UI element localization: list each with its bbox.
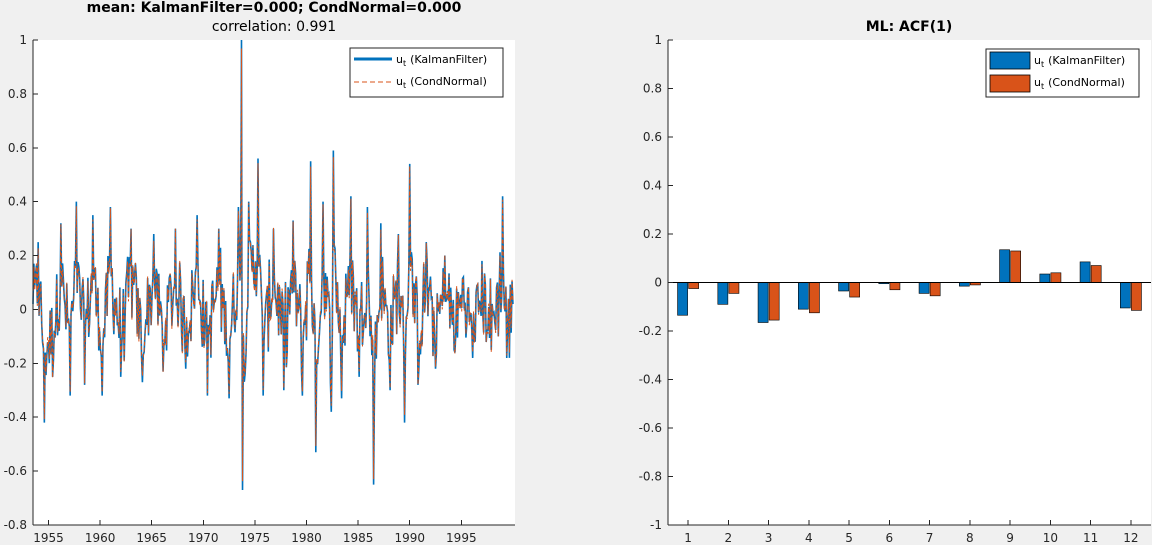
bar-condnormal-lag-6 <box>889 282 901 291</box>
right-x-tick-label: 10 <box>1043 531 1058 545</box>
left-y-tick-label: 0.6 <box>8 141 27 155</box>
right-x-tick-label: 7 <box>926 531 934 545</box>
left-y-tick-label: -0.4 <box>4 410 27 424</box>
right-x-tick-label: 9 <box>1006 531 1014 545</box>
right-y-tick-label: 0.6 <box>643 130 662 144</box>
right-x-tick-label: 8 <box>966 531 974 545</box>
right-legend-condnormal-label: ut (CondNormal) <box>1034 76 1125 91</box>
bar-kalmanfilter-lag-7 <box>918 282 930 294</box>
series-line-condnormal <box>32 48 514 482</box>
left-chart: mean: KalmanFilter=0.000; CondNormal=0.0… <box>4 0 515 545</box>
bar-condnormal-lag-11 <box>1090 265 1102 283</box>
bar-kalmanfilter-lag-3 <box>757 282 769 323</box>
right-x-tick-label: 2 <box>725 531 733 545</box>
left-series-group <box>32 39 514 490</box>
left-y-tick-label: 0.4 <box>8 195 27 209</box>
right-y-tick-label: 0.4 <box>643 179 662 193</box>
right-y-tick-label: 0.8 <box>643 82 662 96</box>
right-bars-group <box>668 249 1151 323</box>
left-y-tick-label: 1 <box>19 33 27 47</box>
bar-condnormal-lag-3 <box>768 282 780 321</box>
right-chart-title: ML: ACF(1) <box>866 19 953 35</box>
bar-kalmanfilter-lag-12 <box>1120 282 1131 309</box>
bar-kalmanfilter-lag-1 <box>677 282 688 316</box>
right-y-tick-label: -0.4 <box>639 373 662 387</box>
left-y-tick-label: 0 <box>19 302 27 316</box>
right-y-tick-label: -1 <box>650 518 662 532</box>
right-y-tick-label: -0.2 <box>639 324 662 338</box>
bar-condnormal-lag-12 <box>1131 282 1142 311</box>
left-axes: 1955 1960 1965 1970 1975 1980 1985 1990 1995 -0.8… <box>4 33 515 545</box>
left-y-tick-label: 0.8 <box>8 87 27 101</box>
right-x-tick-label: 1 <box>684 531 692 545</box>
left-x-tick-label: 1955 <box>33 531 64 545</box>
right-axes: 1 2 3 4 5 6 7 8 9 10 11 12-1-0.8-0.6-0.4-0.200.20.4… <box>639 33 1151 545</box>
right-y-tick-label: -0.8 <box>639 470 662 484</box>
right-chart: ML: ACF(1) 1 2 3 4 5 6 7 8 9 10 11 12-1-0.8-0.6-0.4… <box>639 19 1151 545</box>
left-x-tick-label: 1960 <box>85 531 116 545</box>
left-y-tick-label: -0.2 <box>4 356 27 370</box>
right-y-tick-label: -0.6 <box>639 421 662 435</box>
bar-kalmanfilter-lag-9 <box>999 249 1010 283</box>
bar-kalmanfilter-lag-2 <box>717 282 729 305</box>
bar-kalmanfilter-lag-11 <box>1079 261 1091 283</box>
bar-condnormal-lag-9 <box>1010 250 1021 283</box>
left-chart-title: mean: KalmanFilter=0.000; CondNormal=0.0… <box>87 0 462 16</box>
left-x-tick-label: 1965 <box>136 531 167 545</box>
bar-condnormal-lag-10 <box>1050 272 1062 283</box>
bar-kalmanfilter-lag-4 <box>798 282 809 310</box>
bar-condnormal-lag-1 <box>688 282 699 289</box>
left-y-tick-label: -0.6 <box>4 464 27 478</box>
left-chart-subtitle: correlation: 0.991 <box>212 19 336 35</box>
bar-condnormal-lag-7 <box>929 282 941 297</box>
bar-condnormal-lag-4 <box>809 282 820 314</box>
left-x-tick-label: 1970 <box>188 531 219 545</box>
right-legend-kalman-label: ut (KalmanFilter) <box>1034 54 1125 69</box>
left-y-tick-label: -0.8 <box>4 518 27 532</box>
right-x-tick-label: 5 <box>845 531 853 545</box>
left-legend-kalman-label: ut (KalmanFilter) <box>396 53 487 68</box>
left-legend: ut (KalmanFilter) ut (CondNormal) <box>349 47 504 98</box>
left-x-tick-label: 1985 <box>343 531 374 545</box>
right-x-tick-label: 3 <box>765 531 773 545</box>
right-y-tick-label: 0 <box>654 276 662 290</box>
bar-condnormal-lag-2 <box>728 282 740 294</box>
right-x-tick-label: 11 <box>1083 531 1098 545</box>
bar-kalmanfilter-lag-10 <box>1039 273 1051 283</box>
left-x-tick-label: 1980 <box>291 531 322 545</box>
right-y-tick-label: 1 <box>654 33 662 47</box>
right-x-tick-label: 6 <box>886 531 894 545</box>
right-x-tick-label: 4 <box>805 531 813 545</box>
left-legend-condnormal-label: ut (CondNormal) <box>396 75 487 90</box>
bar-kalmanfilter-lag-5 <box>838 282 849 292</box>
left-legend-box <box>349 47 504 98</box>
right-legend-condnormal-swatch <box>989 74 1031 93</box>
left-y-tick-label: 0.2 <box>8 249 27 263</box>
right-x-tick-label: 12 <box>1123 531 1138 545</box>
bar-kalmanfilter-lag-8 <box>959 282 970 287</box>
left-x-tick-label: 1995 <box>446 531 477 545</box>
right-y-tick-label: 0.2 <box>643 227 662 241</box>
left-x-tick-label: 1990 <box>394 531 425 545</box>
bar-condnormal-lag-5 <box>849 282 860 298</box>
left-x-tick-label: 1975 <box>240 531 271 545</box>
right-legend: ut (KalmanFilter) ut (CondNormal) <box>985 48 1140 98</box>
right-legend-kalman-swatch <box>989 51 1031 70</box>
